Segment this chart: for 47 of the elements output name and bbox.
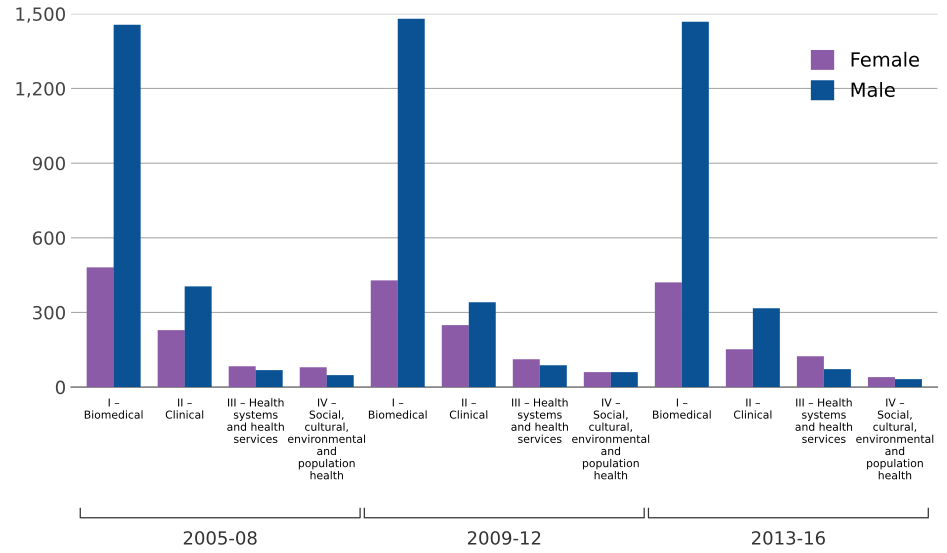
x-tick-label: I – Biomedical <box>368 398 427 419</box>
bar <box>184 286 212 388</box>
bar <box>398 18 425 388</box>
x-tick-label: III – Health systems and health services <box>511 398 568 443</box>
x-tick-label: IV – Social, cultural, environmental and population health <box>572 398 650 480</box>
x-tick-label: I – Biomedical <box>84 398 143 419</box>
x-tick-label: III – Health systems and health services <box>795 398 852 443</box>
legend-label: Female <box>852 52 919 67</box>
bar <box>300 367 327 388</box>
y-tick-label: 900 <box>32 156 65 170</box>
bar <box>158 330 185 388</box>
y-tick-label: 600 <box>32 231 65 245</box>
legend-label: Male <box>852 82 895 98</box>
x-tick-label: IV – Social, cultural, environmental and population health <box>288 398 366 480</box>
y-tick-label: 1,500 <box>16 7 65 23</box>
bar <box>894 379 922 388</box>
bar <box>726 349 753 388</box>
bar <box>654 282 682 388</box>
bar <box>540 365 567 388</box>
bar <box>610 372 638 388</box>
bar <box>326 375 354 388</box>
x-tick-label: II – Clinical <box>734 398 772 419</box>
bar <box>752 308 780 388</box>
bar <box>370 280 398 388</box>
bar <box>824 369 851 388</box>
x-tick-label: I – Biomedical <box>653 398 711 419</box>
text: 2013-16 <box>752 531 825 545</box>
bar <box>228 366 256 388</box>
y-tick-label: 1,200 <box>16 82 65 98</box>
bar <box>256 370 283 388</box>
bar <box>114 24 141 388</box>
bar <box>796 356 824 388</box>
bar <box>584 372 611 388</box>
y-tick-label: 300 <box>33 306 65 320</box>
x-tick-label: IV – Social, cultural, environmental and population health <box>856 398 934 480</box>
bar <box>512 359 540 388</box>
y-tick-label: 0 <box>56 380 65 394</box>
x-tick-label: II – Clinical <box>166 398 204 419</box>
x-tick-label: II – Clinical <box>450 398 488 419</box>
bar <box>442 325 469 388</box>
text: 2005-08 <box>184 531 257 545</box>
bar <box>682 22 709 388</box>
bar <box>468 302 496 388</box>
bar <box>86 267 114 388</box>
text: 2009-12 <box>468 531 540 545</box>
bar <box>868 377 895 388</box>
x-tick-label: III – Health systems and health services <box>227 398 284 443</box>
